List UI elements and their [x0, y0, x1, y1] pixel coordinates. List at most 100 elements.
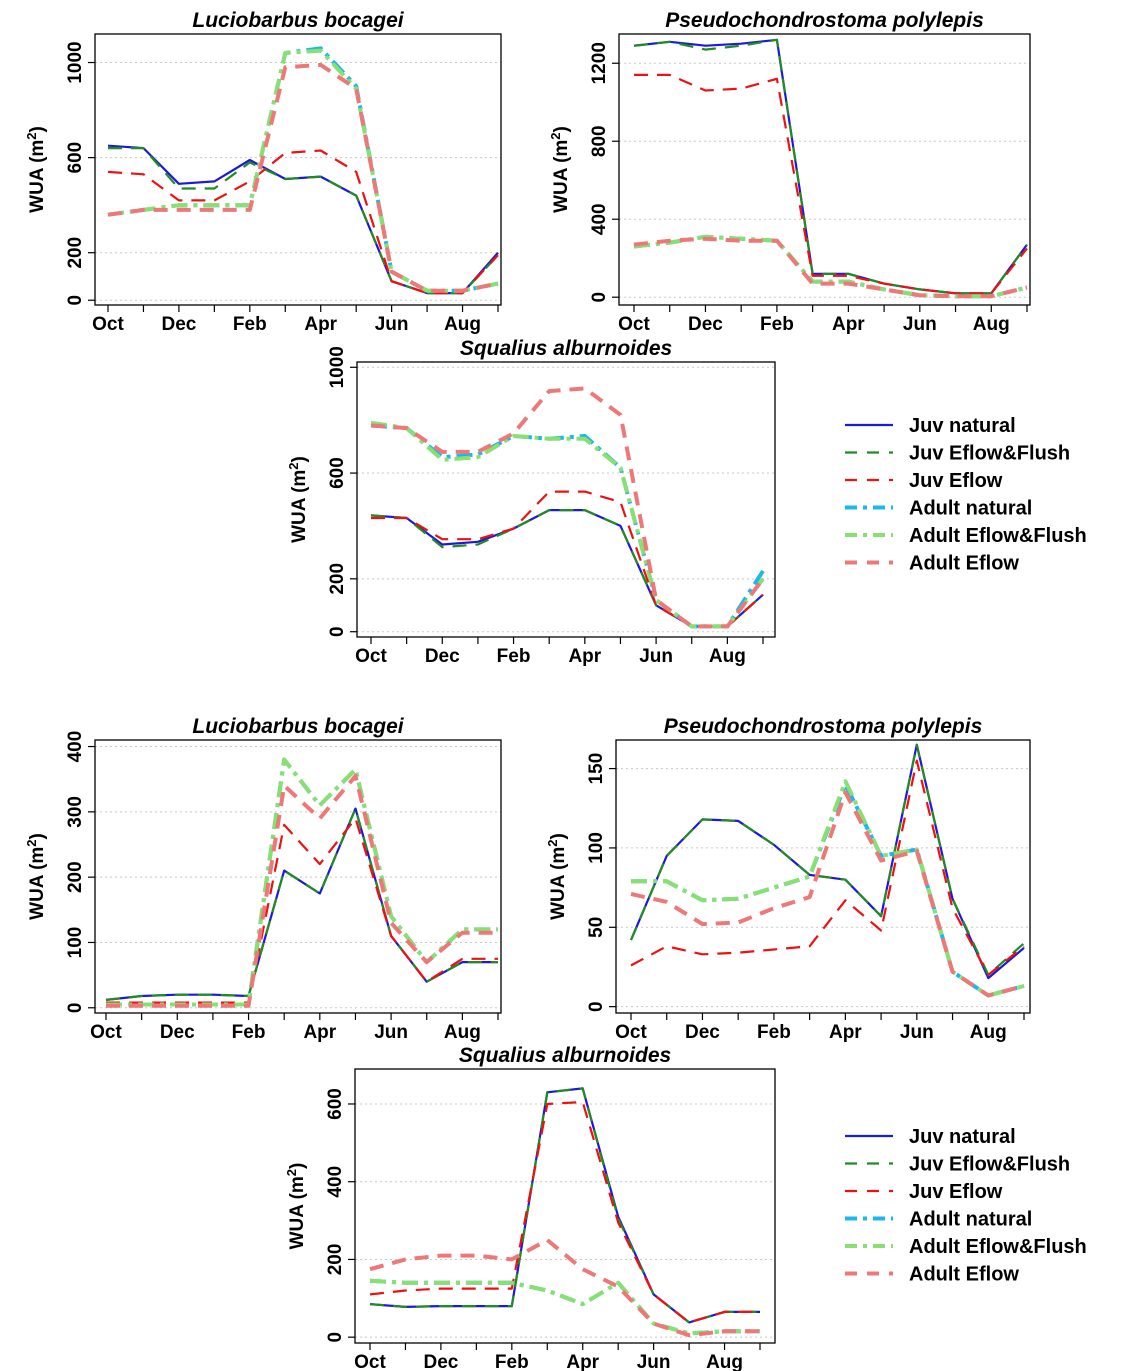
series-line-adult-natural	[107, 46, 499, 293]
y-tick-label: 600	[327, 457, 348, 489]
chart-panel-4: Oct Dec Feb Apr Jun Aug 0 100 200 300 400 Luciobarb…	[24, 715, 502, 1043]
x-tick-label: Aug	[706, 1352, 743, 1371]
x-tick-label: Feb	[757, 1022, 791, 1043]
legend-label: Juv Eflow&Flush	[909, 1154, 1070, 1176]
chart-panel-6: Oct Dec Feb Apr Jun Aug 0 200 400 600 Squalius alb…	[284, 1044, 776, 1371]
plot-frame	[618, 33, 1031, 306]
y-axis-label: WUA (m2)	[284, 1163, 308, 1250]
x-tick-label: Oct	[355, 646, 387, 667]
y-tick-label: 100	[65, 927, 86, 959]
legend-label: Adult Eflow&Flush	[909, 525, 1087, 547]
series-line-juv-eflow-flush	[370, 509, 764, 628]
legend-label: Juv Eflow	[909, 470, 1003, 492]
legend-1: Juv natural Juv Eflow&Flush Juv Eflow Adult…	[845, 415, 1087, 575]
x-tick-label: Jun	[900, 1022, 934, 1043]
series-line-adult-eflow-flush	[370, 420, 765, 629]
x-tick-label: Aug	[709, 646, 746, 667]
series-line-adult-eflow	[369, 1238, 760, 1338]
x-tick-label: Oct	[92, 314, 124, 335]
chart-title: Luciobarbus bocagei	[192, 9, 404, 32]
series-line-adult-eflow	[106, 773, 498, 1008]
legend-label: Adult Eflow&Flush	[909, 1236, 1087, 1258]
x-tick-label: Aug	[444, 1022, 481, 1043]
series-line-juv-natural	[105, 807, 498, 1001]
x-tick-label: Jun	[637, 1352, 671, 1371]
legend-label: Adult natural	[909, 1209, 1032, 1231]
series-line-adult-eflow-flush	[106, 757, 498, 1007]
series-line-juv-eflow	[634, 73, 1028, 295]
series-line-juv-eflow-flush	[108, 147, 499, 295]
x-tick-label: Apr	[829, 1022, 862, 1043]
x-tick-label: Aug	[444, 314, 481, 335]
legend-label: Adult Eflow	[909, 1264, 1019, 1286]
y-tick-label: 300	[65, 796, 86, 828]
legend-label: Juv natural	[909, 1126, 1016, 1148]
x-tick-label: Apr	[566, 1352, 599, 1371]
y-tick-label: 0	[327, 626, 348, 637]
series-line-adult-eflow	[370, 386, 765, 629]
x-tick-label: Feb	[233, 314, 267, 335]
legend-label: Juv natural	[909, 415, 1016, 437]
y-tick-label: 200	[327, 563, 348, 595]
series-line-adult-eflow	[107, 62, 499, 293]
x-tick-label: Apr	[303, 1022, 336, 1043]
x-tick-label: Oct	[615, 1022, 647, 1043]
y-axis-label: WUA (m2)	[548, 126, 572, 213]
x-tick-label: Dec	[685, 1022, 720, 1043]
x-tick-label: Jun	[375, 314, 409, 335]
series-line-adult-eflow-flush	[631, 779, 1025, 998]
legend-label: Adult Eflow	[909, 553, 1019, 575]
y-tick-label: 400	[65, 731, 86, 763]
series-line-juv-eflow	[371, 490, 764, 628]
y-tick-label: 200	[65, 861, 86, 893]
y-tick-label: 0	[325, 1332, 346, 1343]
series-line-juv-natural	[107, 144, 499, 295]
plot-frame	[354, 1068, 776, 1344]
y-tick-label: 50	[586, 917, 607, 938]
y-tick-label: 1000	[327, 346, 348, 388]
x-tick-label: Feb	[232, 1022, 266, 1043]
chart-title: Pseudochondrostoma polylepis	[664, 715, 983, 738]
x-tick-label: Apr	[304, 314, 337, 335]
y-tick-label: 600	[65, 142, 86, 174]
series-line-juv-eflow	[630, 759, 1025, 977]
chart-title: Squalius alburnoides	[459, 1044, 671, 1067]
y-axis-label: WUA (m2)	[24, 833, 48, 920]
x-tick-label: Oct	[90, 1022, 122, 1043]
plot-frame	[615, 739, 1031, 1014]
chart-panel-2: Oct Dec Feb Apr Jun Aug 0 400 800 1200 Pseudochond…	[548, 9, 1031, 335]
series-line-juv-natural	[629, 743, 1025, 980]
y-tick-label: 200	[65, 237, 86, 269]
y-axis-label: WUA (m2)	[286, 456, 310, 543]
series-line-juv-natural	[633, 38, 1028, 295]
legend-label: Juv Eflow&Flush	[909, 443, 1070, 465]
x-tick-label: Apr	[568, 646, 601, 667]
legend-label: Adult natural	[909, 498, 1032, 520]
y-tick-label: 600	[325, 1088, 346, 1120]
series-line-adult-eflow	[633, 236, 1028, 299]
x-tick-label: Feb	[495, 1352, 529, 1371]
series-line-juv-eflow-flush	[105, 807, 498, 1001]
series-line-juv-eflow-flush	[369, 1087, 760, 1324]
plot-frame	[356, 361, 776, 638]
y-tick-label: 200	[325, 1244, 346, 1276]
chart-title: Luciobarbus bocagei	[192, 715, 404, 738]
x-tick-label: Jun	[639, 646, 673, 667]
y-tick-label: 1000	[65, 41, 86, 83]
legend-2: Juv natural Juv Eflow&Flush Juv Eflow Adult…	[845, 1126, 1087, 1286]
x-tick-label: Jun	[903, 314, 937, 335]
y-tick-label: 400	[589, 203, 610, 235]
series-line-juv-eflow	[107, 149, 499, 295]
plot-frame	[94, 33, 502, 306]
series-line-adult-natural	[370, 423, 765, 629]
plot-frame	[94, 739, 502, 1014]
series-line-adult-eflow-flush	[369, 1278, 760, 1336]
x-tick-label: Oct	[618, 314, 650, 335]
y-tick-label: 800	[589, 125, 610, 157]
x-tick-label: Jun	[374, 1022, 408, 1043]
y-tick-label: 0	[65, 295, 86, 306]
chart-title: Squalius alburnoides	[460, 337, 672, 360]
legend-label: Juv Eflow	[909, 1181, 1003, 1203]
chart-title: Pseudochondrostoma polylepis	[665, 9, 984, 32]
y-axis-label: WUA (m2)	[545, 833, 569, 920]
